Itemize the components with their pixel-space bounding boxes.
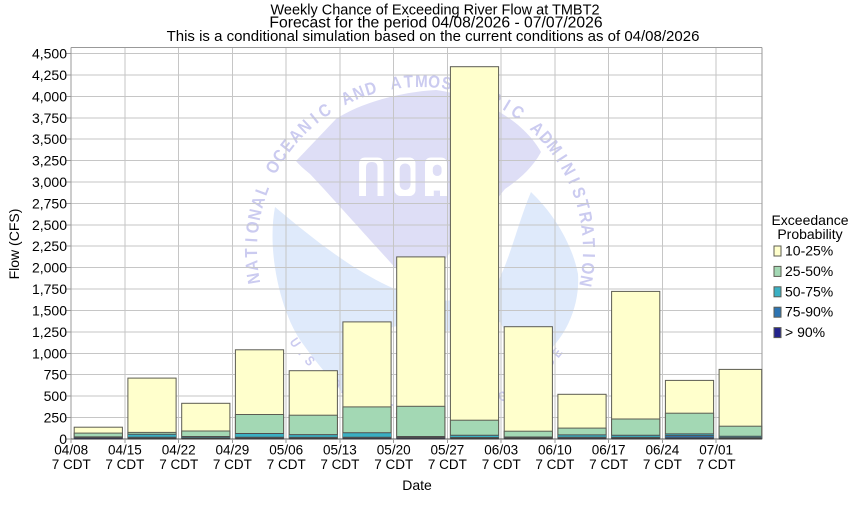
svg-text:1,500: 1,500: [32, 303, 67, 319]
svg-text:04/15: 04/15: [108, 443, 142, 458]
svg-text:7 CDT: 7 CDT: [643, 457, 682, 472]
svg-text:I: I: [579, 253, 598, 258]
svg-text:N: N: [244, 271, 265, 285]
svg-text:3,500: 3,500: [32, 131, 67, 147]
svg-text:250: 250: [44, 410, 68, 426]
svg-text:7 CDT: 7 CDT: [535, 457, 574, 472]
svg-text:A: A: [577, 223, 597, 236]
svg-text:7 CDT: 7 CDT: [159, 457, 198, 472]
svg-text:0: 0: [59, 431, 67, 447]
svg-text:R: R: [575, 210, 596, 225]
svg-text:05/06: 05/06: [269, 443, 303, 458]
svg-text:3,000: 3,000: [32, 174, 67, 190]
svg-text:This is a conditional simulati: This is a conditional simulation based o…: [167, 28, 700, 45]
svg-text:1,000: 1,000: [32, 345, 67, 361]
svg-text:50-75%: 50-75%: [785, 283, 833, 299]
svg-text:1,250: 1,250: [32, 324, 67, 340]
svg-text:05/20: 05/20: [377, 443, 411, 458]
svg-text:25-50%: 25-50%: [785, 263, 833, 279]
svg-text:4,000: 4,000: [32, 88, 67, 104]
svg-text:04/22: 04/22: [162, 443, 196, 458]
svg-text:.: .: [295, 346, 309, 358]
svg-text:A: A: [389, 73, 403, 94]
svg-text:Probability: Probability: [777, 226, 842, 242]
svg-text:N: N: [245, 207, 266, 222]
svg-text:04/29: 04/29: [216, 443, 250, 458]
svg-text:06/24: 06/24: [646, 443, 680, 458]
svg-text:3,750: 3,750: [32, 110, 67, 126]
svg-text:7 CDT: 7 CDT: [267, 457, 306, 472]
svg-text:> 90%: > 90%: [785, 324, 825, 340]
svg-text:2,500: 2,500: [32, 217, 67, 233]
svg-text:06/10: 06/10: [538, 443, 572, 458]
svg-text:750: 750: [44, 367, 68, 383]
svg-text:Date: Date: [402, 477, 432, 493]
svg-text:A: A: [248, 194, 270, 210]
svg-text:O: O: [243, 220, 264, 235]
svg-text:7 CDT: 7 CDT: [320, 457, 359, 472]
svg-text:1,750: 1,750: [32, 281, 67, 297]
svg-text:7 CDT: 7 CDT: [482, 457, 521, 472]
svg-text:3,250: 3,250: [32, 153, 67, 169]
svg-text:Flow (CFS): Flow (CFS): [6, 209, 22, 280]
svg-text:T: T: [403, 72, 414, 92]
svg-text:4,250: 4,250: [32, 67, 67, 83]
svg-text:I: I: [242, 237, 261, 242]
svg-text:7 CDT: 7 CDT: [428, 457, 467, 472]
svg-text:04/08: 04/08: [54, 443, 88, 458]
svg-text:4,500: 4,500: [32, 46, 67, 62]
svg-text:2,000: 2,000: [32, 260, 67, 276]
svg-text:N: N: [575, 274, 596, 288]
svg-text:7 CDT: 7 CDT: [374, 457, 413, 472]
svg-text:7 CDT: 7 CDT: [52, 457, 91, 472]
svg-text:500: 500: [44, 388, 68, 404]
svg-text:2,250: 2,250: [32, 238, 67, 254]
svg-text:05/27: 05/27: [431, 443, 465, 458]
svg-text:7 CDT: 7 CDT: [697, 457, 736, 472]
svg-text:06/03: 06/03: [484, 443, 518, 458]
svg-text:7 CDT: 7 CDT: [105, 457, 144, 472]
svg-text:10-25%: 10-25%: [785, 243, 833, 259]
svg-text:06/17: 06/17: [592, 443, 626, 458]
svg-text:2,750: 2,750: [32, 195, 67, 211]
svg-text:T: T: [578, 238, 598, 248]
svg-text:I: I: [564, 175, 583, 187]
svg-text:O: O: [577, 261, 597, 275]
svg-text:A: A: [242, 259, 262, 272]
svg-text:M: M: [415, 72, 428, 91]
svg-text:Weekly Chance of Exceeding Riv: Weekly Chance of Exceeding River Flow at…: [270, 2, 599, 18]
svg-text:05/13: 05/13: [323, 443, 357, 458]
svg-text:O: O: [427, 72, 441, 92]
svg-text:Forecast for the period 04/08/: Forecast for the period 04/08/2026 - 07/…: [269, 15, 602, 32]
svg-text:Exceedance: Exceedance: [771, 212, 848, 228]
svg-text:75-90%: 75-90%: [785, 304, 833, 320]
svg-text:7 CDT: 7 CDT: [589, 457, 628, 472]
svg-text:T: T: [242, 248, 261, 258]
svg-text:7 CDT: 7 CDT: [213, 457, 252, 472]
svg-text:07/01: 07/01: [699, 443, 733, 458]
